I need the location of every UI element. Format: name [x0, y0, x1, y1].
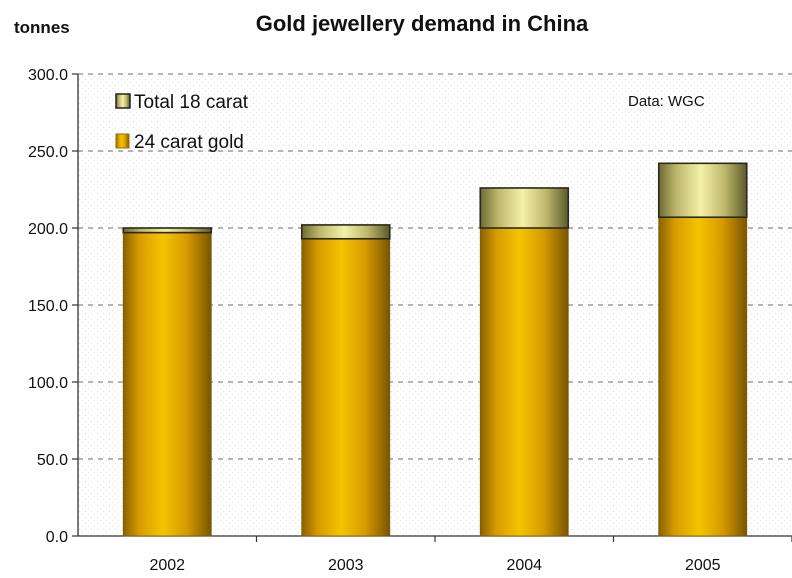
- legend-label-24-carat-gold: 24 carat gold: [134, 132, 244, 153]
- x-tick-label: 2003: [328, 557, 364, 574]
- y-tick-label: 150.0: [28, 298, 68, 315]
- legend-swatch-24-carat-gold: [115, 133, 130, 149]
- bar-total-18-carat-2003: [300, 224, 391, 240]
- bar-total-18-carat-2004: [479, 187, 570, 229]
- bar-24-carat-gold-2002: [122, 232, 212, 537]
- legend-label-total-18-carat: Total 18 carat: [134, 92, 249, 113]
- bar-24-carat-gold-2004: [479, 227, 569, 537]
- legend: Total 18 carat 24 carat gold: [115, 92, 249, 153]
- bars: [122, 162, 748, 537]
- y-tick-label: 300.0: [28, 67, 68, 84]
- source-note: Data: WGC: [628, 93, 705, 110]
- bar-24-carat-gold-2005: [658, 216, 748, 537]
- x-tick-label: 2004: [506, 557, 542, 574]
- y-tick-label: 0.0: [46, 529, 68, 546]
- y-tick-label: 250.0: [28, 144, 68, 161]
- x-tick-label: 2005: [685, 557, 721, 574]
- bar-24-carat-gold-2003: [301, 238, 391, 537]
- bar-total-18-carat-2002: [122, 227, 213, 234]
- y-tick-label: 200.0: [28, 221, 68, 238]
- y-tick-label: 100.0: [28, 375, 68, 392]
- chart-title: Gold jewellery demand in China: [256, 11, 589, 36]
- bar-total-18-carat-2005: [657, 162, 748, 219]
- tick-labels: 0.0 50.0 100.0 150.0 200.0 250.0 300.0 2002 2003…: [28, 67, 721, 574]
- legend-swatch-total-18-carat: [115, 93, 131, 109]
- x-tick-label: 2002: [149, 557, 185, 574]
- unit-label: tonnes: [14, 18, 70, 37]
- y-tick-label: 50.0: [37, 452, 68, 469]
